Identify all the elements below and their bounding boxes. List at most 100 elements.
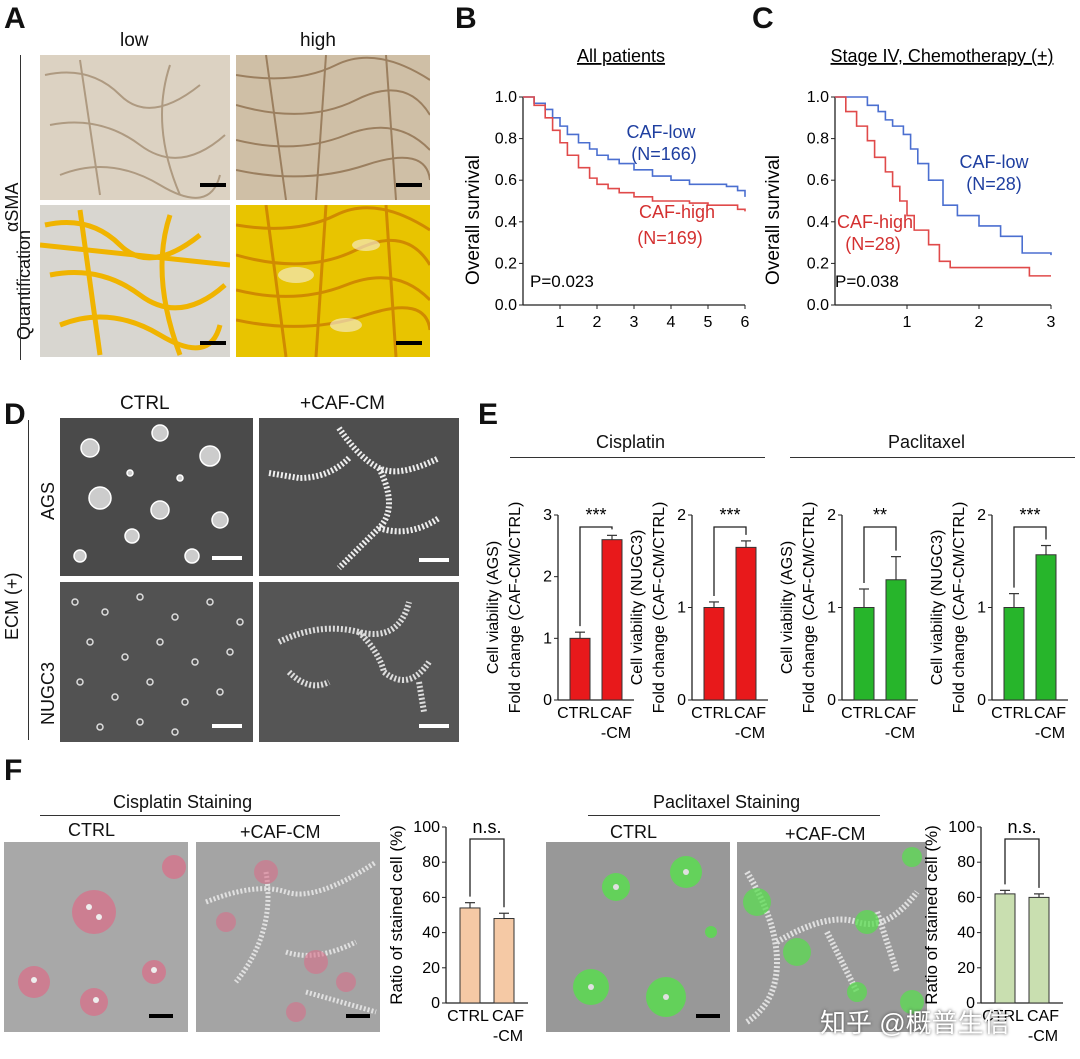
km-chart-all-patients: All patients Overall survival 0.0 0.2 0.4 0…	[463, 46, 750, 331]
significance-label: **	[873, 505, 887, 525]
km-curve-caf-high	[523, 96, 746, 212]
x-tick-label: 1	[903, 314, 912, 331]
micrograph-ags-ctrl	[60, 418, 253, 576]
panel-d-side-label: ECM (+)	[2, 572, 22, 641]
y-tick-label: 2	[543, 569, 552, 586]
km-curve-caf-low	[523, 96, 746, 197]
micrograph-asma-high	[236, 55, 430, 200]
significance-bracket	[863, 526, 897, 583]
micrograph-paclitaxel-ctrl	[546, 842, 730, 1032]
y-tick-label: 0	[827, 692, 836, 709]
chart-E3-ylabel-2: Fold change (CAF-CM/CTRL)	[801, 502, 818, 714]
chart-E4-ylabel: Cell viability (NUGC3)	[930, 530, 946, 686]
significance-bracket	[469, 838, 505, 908]
y-tick-label: 0.8	[807, 131, 829, 148]
y-tick-label: 20	[422, 960, 440, 977]
significance-bracket	[579, 526, 613, 627]
y-tick-label: 3	[543, 507, 552, 524]
bar-chart-paclitaxel-staining: Ratio of stained cell (%) 0 20 40 60 80 100 CTR…	[922, 817, 1063, 1045]
panel-e-group-cisplatin: Cisplatin	[596, 432, 666, 452]
micrograph-nugc3-caf	[259, 582, 459, 742]
y-tick-label: 0.0	[495, 297, 517, 314]
y-tick-label: 60	[957, 889, 975, 906]
significance-label: ***	[1019, 505, 1040, 525]
bar-chart-cisplatin-nugc3: Cell viability (NUGC3) Fold change (CAF-C…	[630, 502, 768, 742]
significance-label: ***	[719, 505, 740, 525]
y-tick-label: 0	[966, 995, 975, 1012]
category-label: CAF	[600, 705, 632, 722]
micrograph-cisplatin-ctrl	[4, 842, 188, 1032]
category-label: CTRL	[982, 1008, 1024, 1025]
micrograph-quant-high	[236, 205, 430, 357]
chart-c-pvalue: P=0.038	[835, 272, 899, 291]
panel-f-pac-ctrl: CTRL	[610, 822, 658, 842]
km-curve-caf-low	[835, 96, 1052, 256]
category-label: CTRL	[991, 705, 1033, 722]
x-tick-label: 6	[741, 314, 750, 331]
micrograph-ags-caf	[259, 418, 459, 576]
y-tick-label: 0.4	[807, 214, 829, 231]
bar-0	[459, 907, 481, 1004]
chart-c-legend-low: CAF-low	[959, 152, 1029, 172]
chart-b-title: All patients	[577, 46, 665, 66]
chart-b-legend-high-n: (N=169)	[637, 228, 703, 248]
category-label: -CM	[1035, 725, 1065, 742]
y-tick-label: 1	[827, 600, 836, 617]
significance-label: ***	[585, 505, 606, 525]
y-tick-label: 0.6	[807, 172, 829, 189]
chart-c-legend-low-n: (N=28)	[966, 174, 1022, 194]
bar-1	[735, 546, 757, 701]
panel-label-b: B	[455, 2, 477, 35]
y-tick-label: 1	[543, 630, 552, 647]
significance-bracket	[1013, 526, 1047, 588]
panel-d-col-caf: +CAF-CM	[300, 393, 385, 414]
micrograph-nugc3-ctrl	[60, 582, 253, 742]
bar-chart-cisplatin-staining: Ratio of stained cell (%) 0 20 40 60 80 100 CTR…	[387, 817, 528, 1045]
category-label: -CM	[735, 725, 765, 742]
y-tick-label: 2	[677, 507, 686, 524]
category-label: CTRL	[841, 705, 883, 722]
panel-d-col-ctrl: CTRL	[120, 393, 170, 414]
category-label: CAF	[1027, 1008, 1059, 1025]
y-tick-label: 80	[957, 854, 975, 871]
y-tick-label: 0.0	[807, 297, 829, 314]
bar-chart-paclitaxel-ags: Cell viability (AGS) Fold change (CAF-CM/…	[780, 502, 918, 742]
category-label: -CM	[885, 725, 915, 742]
chart-F2-ylabel: Ratio of stained cell (%)	[922, 825, 941, 1005]
category-label: CTRL	[557, 705, 599, 722]
chart-c-ylabel: Overall survival	[763, 155, 784, 285]
km-chart-stage-iv: Stage IV, Chemotherapy (+) Overall survi…	[763, 46, 1056, 331]
panel-f-cis-caf: +CAF-CM	[240, 822, 321, 842]
panel-label-d: D	[4, 398, 26, 431]
chart-b-pvalue: P=0.023	[530, 272, 594, 291]
chart-c-legend-high: CAF-high	[837, 212, 913, 232]
panel-f-paclitaxel-title: Paclitaxel Staining	[653, 792, 801, 812]
category-label: CTRL	[447, 1008, 489, 1025]
chart-b-legend-low: CAF-low	[626, 122, 696, 142]
bar-0	[703, 607, 725, 701]
significance-label: n.s.	[472, 817, 501, 837]
panel-f-cisplatin-title: Cisplatin Staining	[113, 792, 253, 812]
bar-0	[569, 637, 591, 701]
bar-chart-paclitaxel-nugc3: Cell viability (NUGC3) Fold change (CAF-C…	[930, 502, 1068, 742]
panel-d-row-ags: AGS	[38, 481, 58, 520]
chart-b-ylabel: Overall survival	[463, 155, 484, 285]
x-tick-label: 5	[704, 314, 713, 331]
watermark: 知乎 @概普生信	[820, 1008, 1010, 1038]
panel-a-col-low: low	[120, 30, 149, 51]
x-tick-label: 1	[556, 314, 565, 331]
y-tick-label: 2	[977, 507, 986, 524]
micrograph-asma-low	[40, 55, 230, 200]
panel-label-a: A	[4, 2, 26, 35]
y-tick-label: 0.2	[807, 255, 829, 272]
y-tick-label: 0.2	[495, 255, 517, 272]
chart-E3-ylabel: Cell viability (AGS)	[780, 541, 796, 674]
category-label: -CM	[493, 1028, 523, 1045]
category-label: CAF	[492, 1008, 524, 1025]
y-tick-label: 1.0	[495, 89, 517, 106]
significance-bracket	[1004, 838, 1040, 888]
panel-f-cis-ctrl: CTRL	[68, 820, 116, 840]
chart-b-legend-high: CAF-high	[639, 202, 715, 222]
chart-E4-ylabel-2: Fold change (CAF-CM/CTRL)	[951, 502, 968, 714]
y-tick-label: 40	[422, 925, 440, 942]
